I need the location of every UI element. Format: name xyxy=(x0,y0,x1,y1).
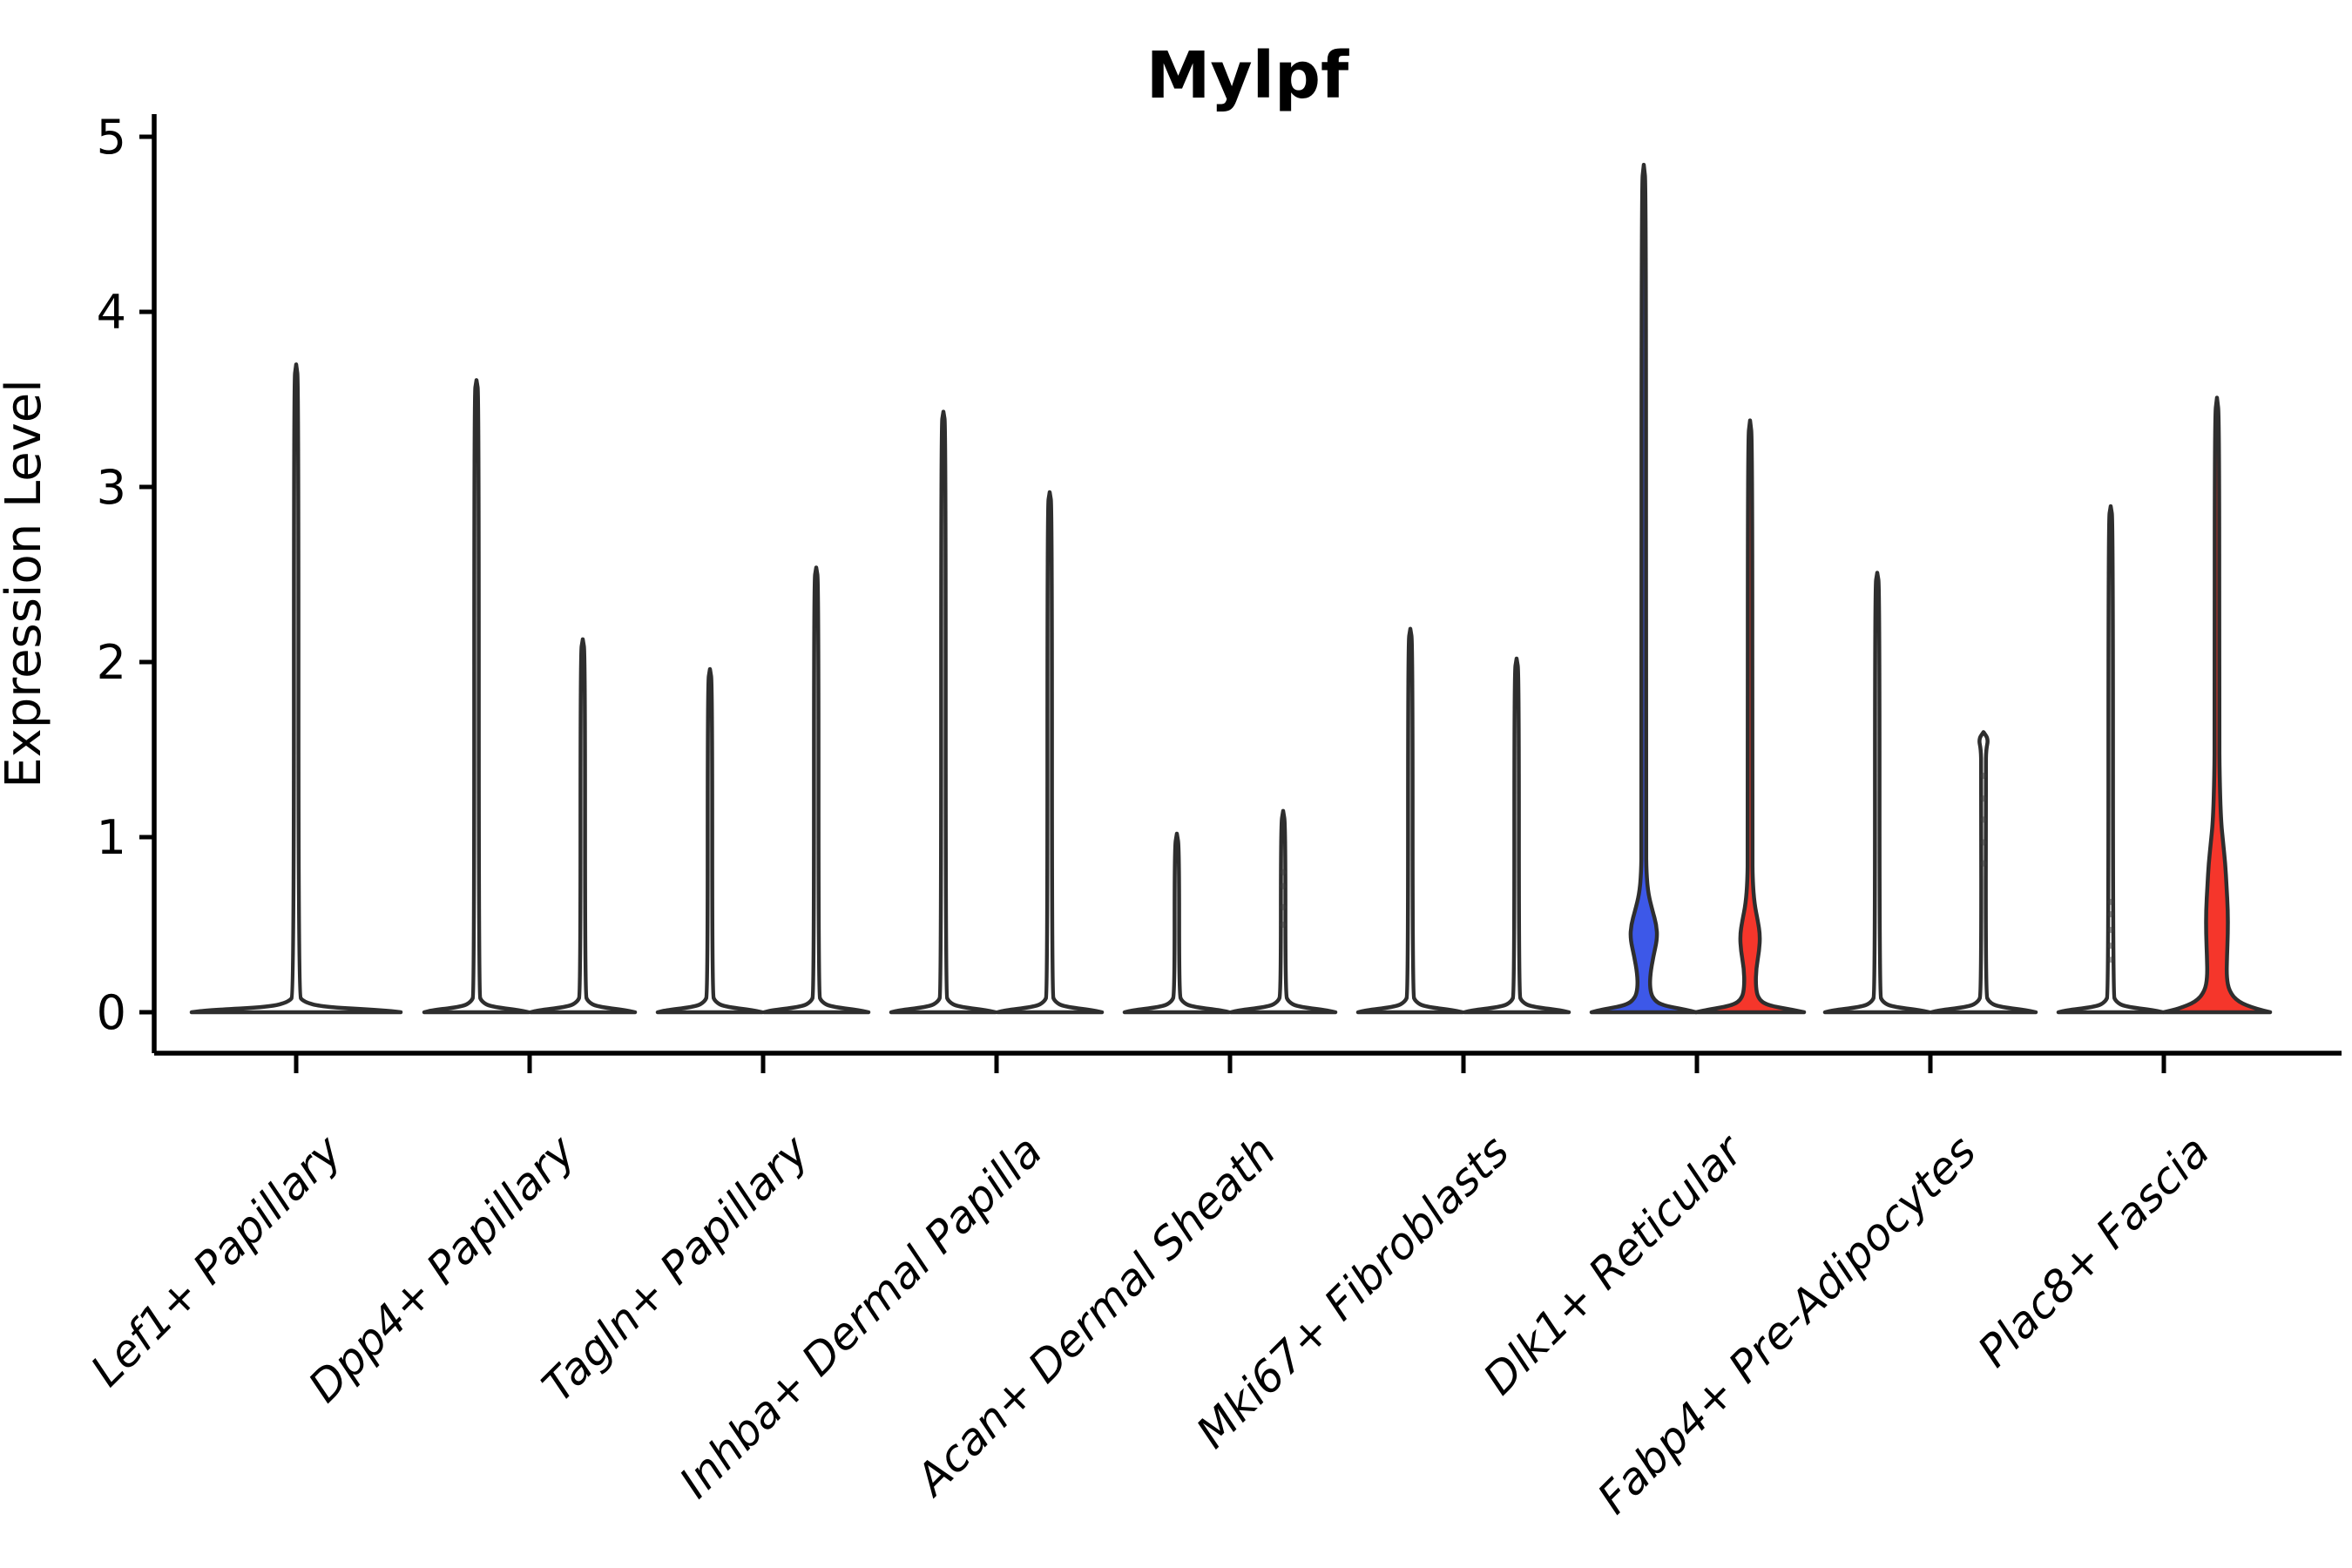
violin-plac8-fascia-right xyxy=(2161,395,2273,1015)
violin-tagln-papillary-left xyxy=(655,666,765,1015)
y-axis-label: Expression Level xyxy=(0,379,52,788)
violin-fabp4-pre-adipocytes-left xyxy=(1822,571,1932,1015)
x-tick-label: Lef1+ Papillary xyxy=(81,1125,352,1396)
jitter-point xyxy=(1980,839,1987,846)
x-tick-label: Fabp4+ Pre-Adipocytes xyxy=(1588,1125,1986,1524)
violin-plac8-fascia-left xyxy=(2056,504,2166,1015)
jitter-point xyxy=(1280,903,1287,910)
violin-dpp4-papillary-left xyxy=(422,378,531,1015)
x-tick-label: Dlk1+ Reticular xyxy=(1474,1124,1754,1404)
violin-acan-dermal-sheath-left xyxy=(1122,831,1232,1015)
violin-dlk1-reticular-left xyxy=(1589,162,1699,1015)
jitter-point xyxy=(1980,773,1987,780)
jitter-point xyxy=(1280,882,1287,889)
violin-lef1-papillary-single xyxy=(189,362,403,1015)
violin-fabp4-pre-adipocytes-right xyxy=(1929,730,2038,1015)
y-tick-label: 2 xyxy=(97,635,126,690)
violin-mki67-fibroblasts-right xyxy=(1462,656,1571,1015)
y-tick-label: 5 xyxy=(97,110,126,165)
jitter-point xyxy=(1280,922,1287,928)
jitter-point xyxy=(2107,943,2114,950)
violin-tagln-papillary-right xyxy=(761,565,871,1015)
violin-dpp4-papillary-right xyxy=(528,637,638,1015)
violin-acan-dermal-sheath-right xyxy=(1228,808,1338,1015)
jitter-point xyxy=(2107,898,2114,905)
jitter-point xyxy=(1280,868,1287,875)
jitter-point xyxy=(1980,795,1987,802)
x-tick-label: Plac8+ Fascia xyxy=(1969,1125,2220,1376)
y-tick-label: 3 xyxy=(97,460,126,515)
jitter-point xyxy=(2107,910,2114,917)
violin-mki67-fibroblasts-left xyxy=(1355,626,1465,1015)
jitter-point xyxy=(2107,956,2114,963)
y-tick-label: 4 xyxy=(97,285,126,340)
violin-dlk1-reticular-right xyxy=(1693,418,1807,1015)
y-tick-label: 0 xyxy=(97,985,126,1040)
jitter-point xyxy=(2107,927,2114,934)
violin-inhba-dermal-papilla-right xyxy=(995,490,1105,1015)
violin-inhba-dermal-papilla-left xyxy=(889,409,998,1015)
jitter-point xyxy=(1980,816,1987,823)
jitter-point xyxy=(1980,860,1987,867)
y-tick-label: 1 xyxy=(97,810,126,865)
chart-title: Mylpf xyxy=(1146,38,1349,113)
